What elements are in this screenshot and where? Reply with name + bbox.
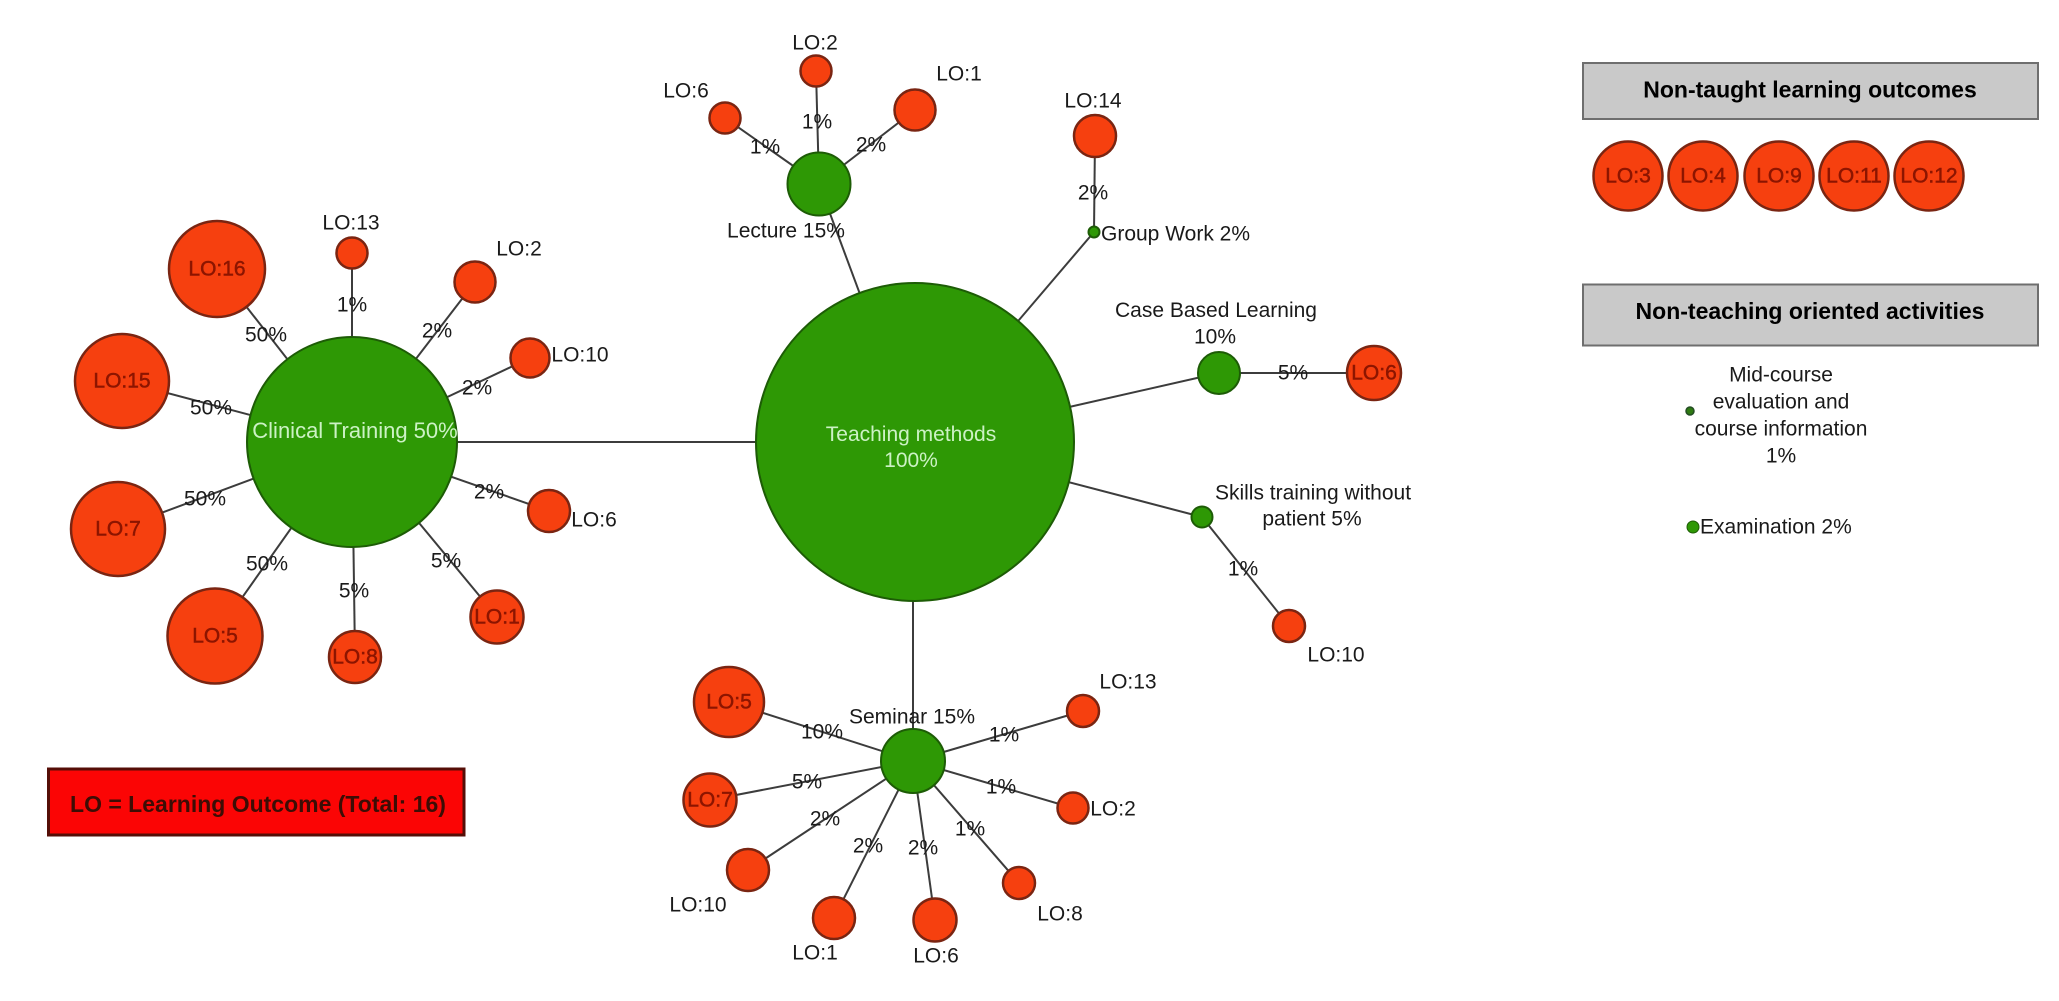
- svg-text:Mid-course: Mid-course: [1729, 364, 1833, 387]
- svg-text:LO:5: LO:5: [192, 625, 238, 648]
- svg-text:LO:15: LO:15: [93, 370, 150, 393]
- svg-text:LO:1: LO:1: [936, 63, 982, 86]
- svg-text:LO:6: LO:6: [571, 509, 617, 532]
- svg-text:2%: 2%: [422, 320, 452, 343]
- svg-text:1%: 1%: [1766, 445, 1796, 468]
- svg-text:100%: 100%: [884, 449, 938, 472]
- svg-text:LO:7: LO:7: [95, 518, 141, 541]
- svg-text:10%: 10%: [801, 721, 843, 744]
- svg-text:course information: course information: [1695, 418, 1868, 441]
- svg-text:LO:8: LO:8: [1037, 903, 1083, 926]
- svg-text:2%: 2%: [908, 837, 938, 860]
- svg-text:2%: 2%: [853, 835, 883, 858]
- svg-text:1%: 1%: [1228, 558, 1258, 581]
- svg-text:LO:6: LO:6: [663, 80, 709, 103]
- svg-text:LO:1: LO:1: [474, 606, 520, 629]
- svg-text:LO:4: LO:4: [1680, 165, 1726, 188]
- svg-text:10%: 10%: [1194, 326, 1236, 349]
- svg-text:Skills training without: Skills training without: [1215, 482, 1411, 505]
- svg-text:LO = Learning Outcome (Total:: LO = Learning Outcome (Total: 16): [70, 791, 446, 817]
- svg-text:LO:9: LO:9: [1756, 165, 1802, 188]
- svg-text:evaluation and: evaluation and: [1713, 391, 1850, 414]
- svg-text:LO:7: LO:7: [687, 789, 733, 812]
- svg-text:Clinical Training 50%: Clinical Training 50%: [252, 418, 457, 443]
- svg-text:2%: 2%: [856, 134, 886, 157]
- svg-text:Examination 2%: Examination 2%: [1700, 516, 1852, 539]
- svg-text:Seminar 15%: Seminar 15%: [849, 706, 975, 729]
- svg-text:LO:16: LO:16: [188, 258, 245, 281]
- svg-text:1%: 1%: [337, 294, 367, 317]
- svg-text:2%: 2%: [474, 481, 504, 504]
- svg-text:50%: 50%: [245, 324, 287, 347]
- svg-text:LO:2: LO:2: [792, 32, 838, 55]
- svg-text:1%: 1%: [986, 776, 1016, 799]
- svg-text:2%: 2%: [810, 808, 840, 831]
- svg-text:LO:10: LO:10: [1307, 644, 1364, 667]
- svg-text:LO:6: LO:6: [1351, 362, 1397, 385]
- svg-text:LO:8: LO:8: [332, 646, 378, 669]
- svg-text:LO:14: LO:14: [1064, 90, 1122, 113]
- svg-text:LO:10: LO:10: [669, 894, 726, 917]
- svg-text:LO:11: LO:11: [1826, 165, 1882, 188]
- svg-text:Teaching methods: Teaching methods: [826, 423, 996, 446]
- svg-text:2%: 2%: [1078, 182, 1108, 205]
- svg-text:LO:13: LO:13: [1099, 671, 1156, 694]
- svg-text:1%: 1%: [955, 818, 985, 841]
- svg-text:1%: 1%: [802, 111, 832, 134]
- svg-text:patient 5%: patient 5%: [1262, 508, 1361, 531]
- svg-text:5%: 5%: [1278, 362, 1308, 385]
- svg-text:LO:1: LO:1: [792, 942, 838, 965]
- svg-text:1%: 1%: [750, 136, 780, 159]
- svg-text:Non-taught learning outcomes: Non-taught learning outcomes: [1643, 77, 1977, 103]
- svg-text:LO:10: LO:10: [551, 344, 608, 367]
- svg-text:LO:12: LO:12: [1900, 165, 1957, 188]
- svg-text:5%: 5%: [339, 580, 369, 603]
- svg-text:LO:3: LO:3: [1605, 165, 1651, 188]
- svg-text:5%: 5%: [792, 771, 822, 794]
- svg-text:Lecture 15%: Lecture 15%: [727, 220, 845, 243]
- svg-text:2%: 2%: [462, 377, 492, 400]
- svg-text:Case Based Learning: Case Based Learning: [1115, 299, 1317, 322]
- svg-text:50%: 50%: [190, 397, 232, 420]
- svg-text:LO:6: LO:6: [913, 945, 959, 968]
- svg-text:LO:2: LO:2: [1090, 798, 1136, 821]
- svg-text:1%: 1%: [989, 724, 1019, 747]
- svg-text:LO:13: LO:13: [322, 212, 379, 235]
- svg-text:LO:5: LO:5: [706, 691, 752, 714]
- svg-text:50%: 50%: [246, 553, 288, 576]
- svg-text:Group Work 2%: Group Work 2%: [1101, 223, 1250, 246]
- svg-text:Non-teaching oriented activiti: Non-teaching oriented activities: [1636, 298, 1985, 324]
- svg-text:50%: 50%: [184, 488, 226, 511]
- svg-text:5%: 5%: [431, 550, 461, 573]
- svg-text:LO:2: LO:2: [496, 238, 542, 261]
